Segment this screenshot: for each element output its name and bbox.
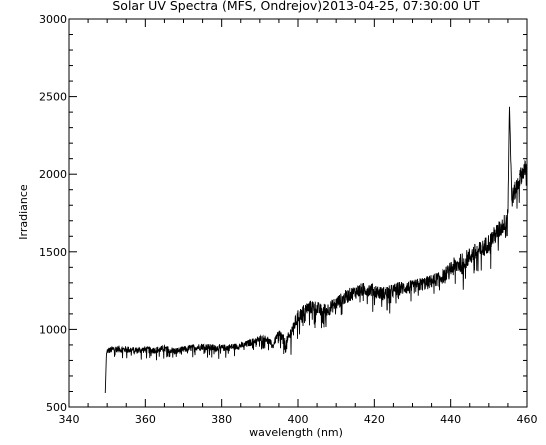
y-tick-label: 1000	[39, 323, 67, 336]
y-tick-label: 2000	[39, 168, 67, 181]
y-tick-label: 2500	[39, 91, 67, 104]
x-tick-label: 400	[288, 413, 309, 426]
x-tick-label: 440	[440, 413, 461, 426]
y-tick-label: 500	[46, 401, 67, 414]
x-tick-label: 340	[59, 413, 80, 426]
x-tick-label: 360	[135, 413, 156, 426]
x-tick-label: 460	[517, 413, 538, 426]
series-line	[104, 106, 528, 394]
y-axis-label: Irradiance	[17, 184, 30, 240]
y-tick-label: 3000	[39, 13, 67, 26]
y-tick-label: 1500	[39, 246, 67, 259]
x-tick-label: 420	[364, 413, 385, 426]
series-layer	[104, 106, 528, 394]
x-tick-label: 380	[211, 413, 232, 426]
chart-title: Solar UV Spectra (MFS, Ondrejov)2013-04-…	[112, 0, 480, 13]
x-axis-label: wavelength (nm)	[249, 426, 343, 439]
plot-axes: 340 360 380 400 420 440 460 500 1000 1500 2000 2500…	[39, 13, 538, 426]
